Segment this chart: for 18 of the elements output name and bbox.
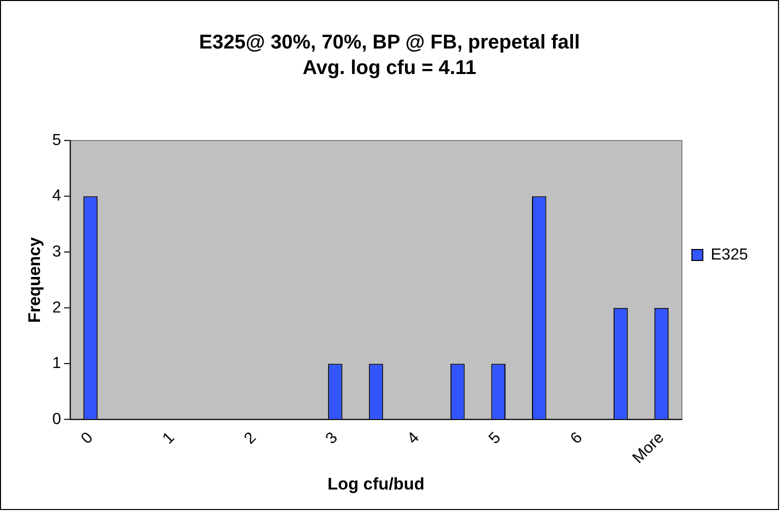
y-axis-title: Frequency: [24, 236, 44, 323]
y-tick-label: 5: [52, 132, 62, 149]
y-tick-label: 3: [52, 244, 62, 260]
y-tick-label: 2: [52, 299, 62, 316]
y-tick-label: 0: [52, 410, 62, 428]
y-tick-label: 1: [52, 355, 62, 372]
x-tick-label: 0: [78, 429, 97, 448]
x-tick-label: 1: [160, 429, 178, 448]
x-tick-label: 6: [568, 429, 586, 448]
chart-subtitle: Avg. log cfu = 4.11: [302, 57, 476, 80]
x-tick-label: 2: [241, 429, 260, 448]
y-tick-label: 4: [52, 188, 62, 205]
x-tick-label: 4: [404, 429, 423, 448]
x-axis-title: Log cfu/bud: [328, 474, 424, 494]
x-tick-label: 3: [322, 429, 342, 448]
chart-title: E325@ 30%, 70%, BP @ FB, prepetal fall: [199, 31, 580, 54]
x-tick-label: 5: [486, 429, 504, 448]
legend-label: E325: [710, 246, 748, 264]
